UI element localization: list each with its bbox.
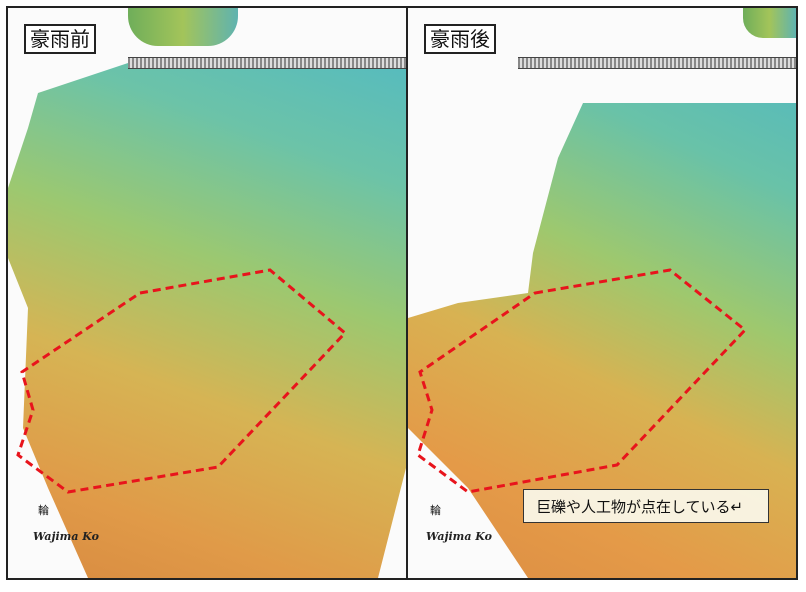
place-name: Wajima Ko (33, 530, 99, 543)
reef-area (743, 8, 796, 38)
breakwater (128, 57, 406, 69)
chart-kanji: 輪 (430, 504, 441, 517)
panel-label: 豪雨後 (424, 24, 496, 54)
chart-kanji: 輪 (38, 504, 49, 517)
breakwater (518, 57, 796, 69)
panel-label: 豪雨前 (24, 24, 96, 54)
place-name: Wajima Ko (426, 530, 492, 543)
annotation-callout: 巨礫や人工物が点在している↵ (523, 489, 769, 523)
area-outline-before (16, 268, 348, 494)
area-outline-after (416, 268, 748, 494)
reef-area (128, 8, 238, 46)
